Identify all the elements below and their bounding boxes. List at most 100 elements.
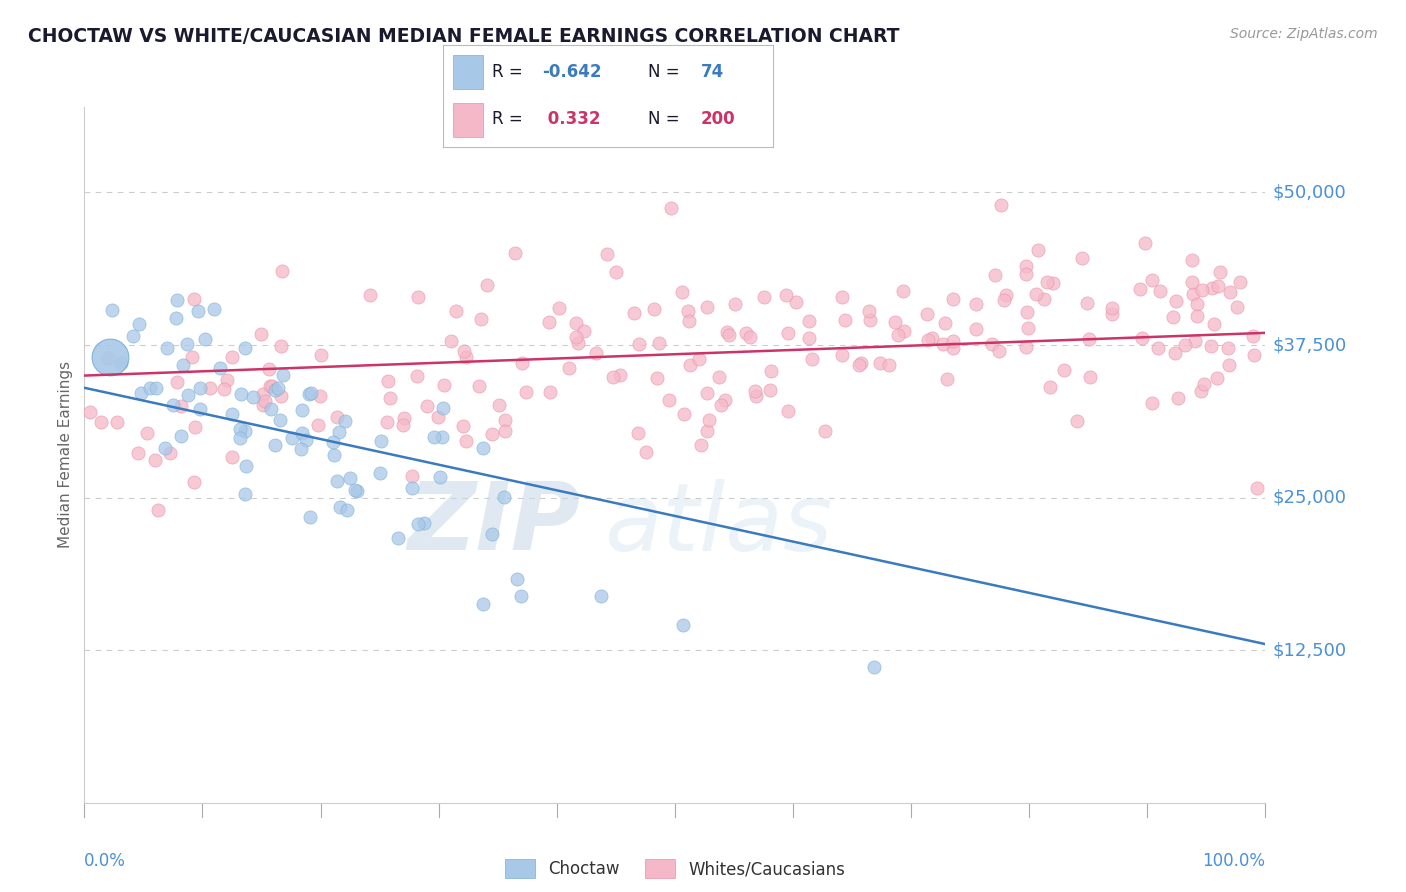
Point (678, 304, 700, 318)
Point (122, 328, 145, 343)
Point (156, 341, 179, 355)
Point (488, 398, 510, 412)
Text: 200: 200 (700, 111, 735, 128)
Text: 74: 74 (700, 63, 724, 81)
Point (221, 407, 243, 421)
Point (307, 417, 329, 432)
Point (456, 434, 478, 449)
Point (658, 392, 681, 407)
Point (110, 356, 132, 370)
Point (453, 344, 475, 359)
Point (1164, 294, 1187, 309)
Point (162, 398, 184, 412)
Point (183, 292, 205, 306)
Point (503, 246, 526, 260)
Point (688, 352, 710, 367)
Point (988, 344, 1011, 359)
Point (759, 364, 782, 378)
Point (323, 448, 346, 462)
Point (429, 469, 451, 483)
Point (848, 358, 870, 372)
Point (231, 387, 253, 401)
Point (494, 490, 516, 504)
Point (188, 381, 211, 395)
Point (1229, 275, 1251, 289)
Point (891, 284, 914, 298)
Point (921, 331, 943, 345)
Point (1130, 331, 1153, 345)
Point (408, 516, 430, 531)
Point (591, 589, 613, 603)
Point (472, 597, 495, 611)
Point (346, 483, 368, 498)
Point (1066, 414, 1088, 428)
Point (187, 304, 209, 318)
Point (984, 268, 1007, 282)
Point (263, 438, 285, 452)
Text: R =: R = (492, 111, 529, 128)
Point (1206, 370, 1229, 384)
Point (481, 427, 503, 442)
Point (1182, 287, 1205, 301)
Point (512, 355, 534, 369)
Point (1174, 338, 1197, 352)
Point (368, 466, 391, 480)
Point (1191, 283, 1213, 297)
Point (328, 425, 350, 440)
Text: Source: ZipAtlas.com: Source: ZipAtlas.com (1230, 27, 1378, 41)
Point (1149, 284, 1171, 298)
Point (470, 312, 492, 326)
Point (298, 387, 321, 401)
Point (851, 356, 873, 370)
Point (183, 475, 205, 489)
Point (359, 288, 381, 302)
Point (344, 483, 367, 497)
Point (834, 313, 856, 327)
Point (869, 356, 891, 370)
Point (1216, 341, 1239, 355)
Point (776, 326, 799, 340)
Point (309, 348, 332, 362)
Point (299, 386, 322, 401)
Point (165, 311, 187, 326)
Point (1147, 341, 1170, 355)
Point (548, 301, 571, 316)
Point (101, 302, 124, 317)
Point (1181, 275, 1204, 289)
Point (143, 452, 166, 467)
Point (1199, 339, 1222, 353)
Point (212, 382, 235, 396)
Point (166, 375, 188, 389)
Point (1184, 334, 1206, 348)
Point (689, 438, 711, 452)
Point (759, 383, 782, 397)
Point (406, 290, 429, 304)
Point (893, 324, 915, 338)
Point (814, 425, 837, 439)
Point (129, 385, 152, 400)
Point (859, 312, 882, 326)
Text: -0.642: -0.642 (543, 63, 602, 81)
Point (468, 379, 491, 393)
Text: atlas: atlas (605, 479, 832, 570)
Point (775, 287, 797, 301)
Point (267, 381, 290, 395)
Point (1015, 305, 1038, 319)
Point (145, 381, 167, 395)
Point (595, 247, 617, 261)
Point (416, 400, 439, 414)
Point (558, 361, 581, 376)
Point (609, 368, 631, 382)
Point (1015, 267, 1038, 281)
Text: $25,000: $25,000 (1272, 489, 1347, 507)
Point (426, 409, 449, 424)
Point (269, 413, 291, 427)
Point (90, 415, 112, 429)
Point (217, 373, 239, 387)
Point (281, 432, 304, 446)
Point (166, 293, 188, 307)
Point (699, 413, 721, 427)
Point (936, 372, 959, 386)
Point (401, 481, 423, 495)
Point (378, 392, 401, 406)
